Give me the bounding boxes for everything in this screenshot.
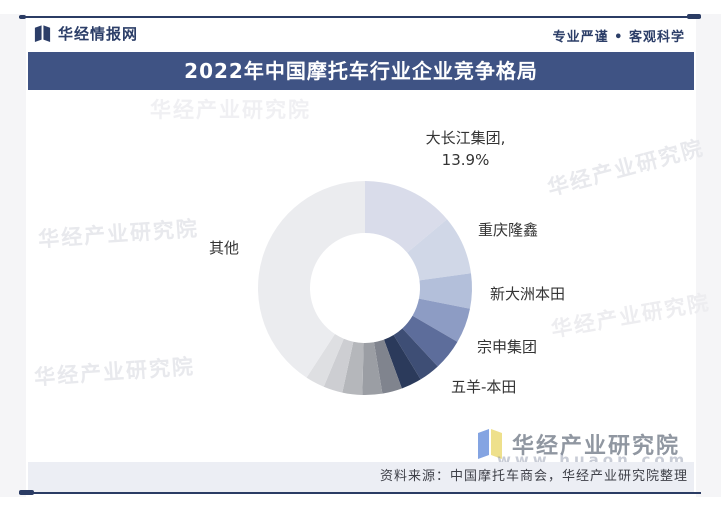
footer-brand-name: 华经产业研究院 [512, 434, 681, 459]
donut-slice [342, 341, 364, 395]
slice-label-dachangjiang: 大长江集团, 13.9% [403, 127, 528, 171]
donut-slice [362, 342, 383, 396]
donut-slice [418, 273, 473, 309]
page-title: 2022年中国摩托车行业企业竞争格局 [28, 52, 694, 90]
source-note: 资料来源：中国摩托车商会，华经产业研究院整理 [28, 462, 694, 492]
slice-label-xindazhou-bentian: 新大洲本田 [490, 285, 566, 303]
watermark: 华经产业研究院 [37, 216, 200, 252]
donut-slice [373, 339, 402, 394]
top-accent-cap-left [19, 15, 26, 19]
donut-slice [323, 338, 354, 393]
header: 华经情报网 专业严谨 • 客观科学 [33, 23, 693, 47]
donut-slice [393, 328, 438, 380]
huajing-logo-icon [33, 24, 52, 43]
watermark: 华经产业研究院 [33, 354, 196, 390]
top-accent-cap-right [687, 14, 701, 19]
footer-brand: 华经产业研究院 [477, 428, 680, 460]
donut-slice [407, 219, 471, 281]
watermark: 华经产业研究院 [549, 290, 713, 342]
donut-slice [365, 181, 448, 253]
donut-slice [402, 315, 458, 367]
watermark: 华经产业研究院 [150, 98, 311, 122]
slice-value: 13.9% [441, 151, 490, 169]
page-left-margin [0, 14, 26, 497]
page-right-margin [696, 14, 721, 497]
brand-logo: 华经情报网 [33, 23, 138, 44]
slice-label-line1: 大长江集团, [425, 129, 506, 147]
donut-slice [412, 298, 470, 342]
donut-slice [257, 181, 365, 378]
bottom-accent-line [19, 492, 701, 494]
donut-slice [306, 334, 344, 387]
top-accent-line [19, 16, 701, 18]
brand-name: 华经情报网 [58, 25, 139, 43]
watermark: 华经产业研究院 [544, 135, 707, 201]
slice-label-wuyang-bentian: 五羊-本田 [451, 378, 517, 396]
huajing-book-icon [477, 428, 504, 460]
slice-label-zongshen: 宗申集团 [477, 338, 538, 356]
donut-slice [383, 334, 421, 389]
slice-label-qita: 其他 [209, 239, 240, 257]
bottom-accent-cap-left [19, 490, 34, 495]
slice-label-chongqing-longxin: 重庆隆鑫 [478, 221, 539, 239]
header-slogan: 专业严谨 • 客观科学 [552, 30, 685, 45]
